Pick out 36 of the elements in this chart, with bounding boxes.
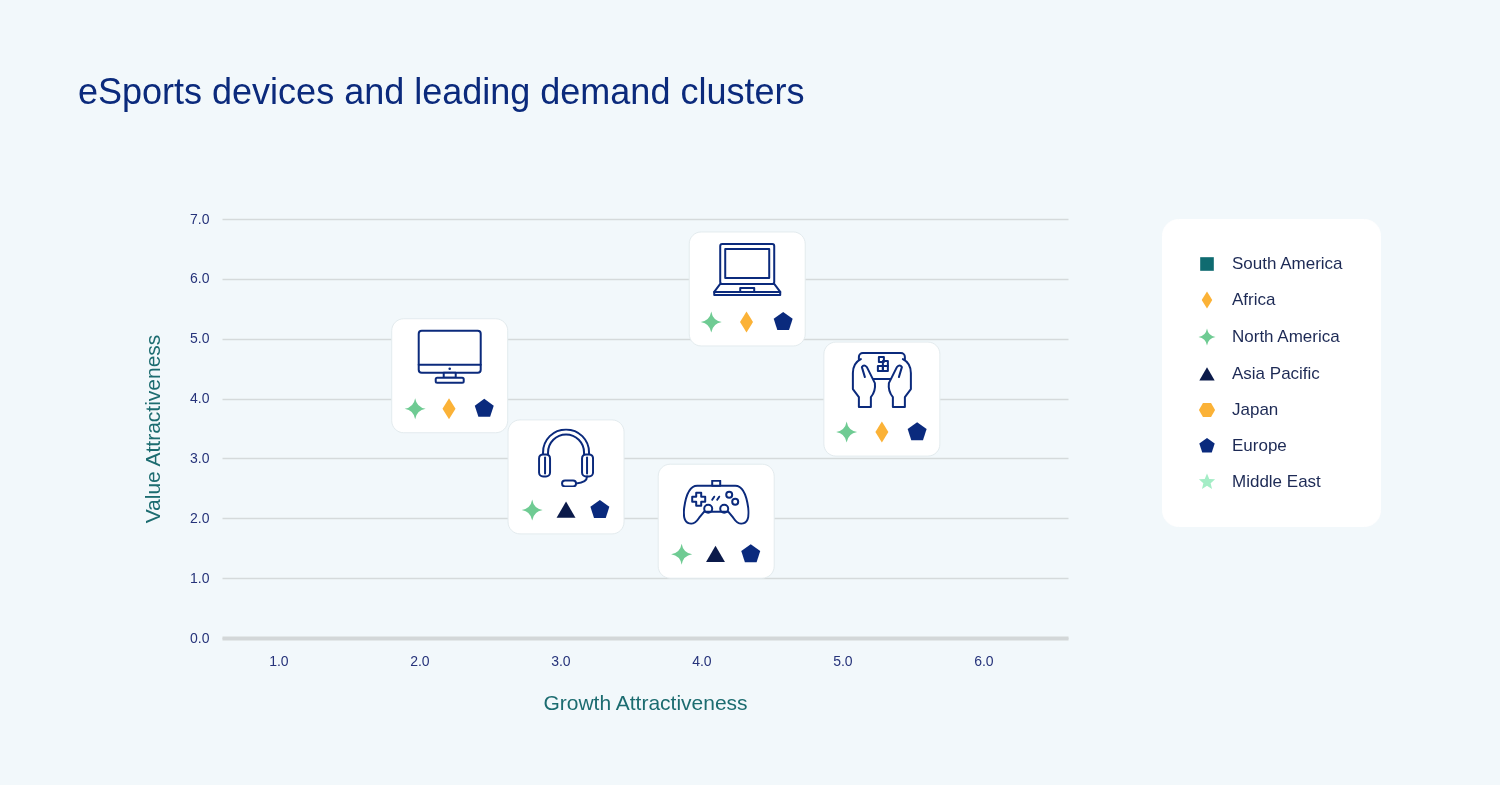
x-tick-label: 4.0 bbox=[692, 652, 712, 669]
y-tick-label: 2.0 bbox=[190, 509, 210, 526]
point bbox=[404, 398, 426, 420]
y-tick-label: 7.0 bbox=[190, 210, 210, 227]
legend-label: Asia Pacific bbox=[1232, 364, 1321, 383]
point bbox=[706, 545, 725, 563]
legend-label: Europe bbox=[1232, 436, 1287, 455]
chart-title: eSports devices and leading demand clusters bbox=[78, 71, 805, 112]
y-tick-label: 5.0 bbox=[190, 330, 210, 347]
x-axis-title: Growth Attractiveness bbox=[543, 690, 748, 714]
y-tick-label: 0.0 bbox=[190, 629, 210, 646]
y-axis-title: Value Attractiveness bbox=[141, 334, 165, 524]
legend-label: South America bbox=[1232, 254, 1344, 273]
point bbox=[474, 398, 494, 417]
x-tick-label: 5.0 bbox=[833, 652, 853, 669]
legend-label: Middle East bbox=[1232, 472, 1322, 491]
legend-label: Japan bbox=[1232, 400, 1279, 419]
legend-label: North America bbox=[1232, 327, 1341, 346]
point bbox=[590, 499, 610, 518]
y-tick-label: 4.0 bbox=[190, 390, 210, 407]
point bbox=[700, 311, 722, 333]
x-tick-label: 6.0 bbox=[974, 652, 994, 669]
point bbox=[556, 501, 576, 518]
x-tick-label: 1.0 bbox=[269, 652, 289, 669]
point bbox=[836, 421, 858, 443]
legend-label: Africa bbox=[1232, 290, 1276, 309]
point bbox=[907, 422, 927, 441]
y-tick-label: 6.0 bbox=[190, 270, 210, 287]
point bbox=[671, 543, 693, 565]
point bbox=[521, 499, 543, 521]
y-tick-label: 3.0 bbox=[190, 449, 210, 466]
x-tick-label: 3.0 bbox=[551, 652, 571, 669]
point bbox=[773, 311, 793, 331]
point bbox=[741, 544, 761, 563]
x-tick-label: 2.0 bbox=[410, 652, 430, 669]
y-tick-label: 1.0 bbox=[190, 569, 210, 586]
